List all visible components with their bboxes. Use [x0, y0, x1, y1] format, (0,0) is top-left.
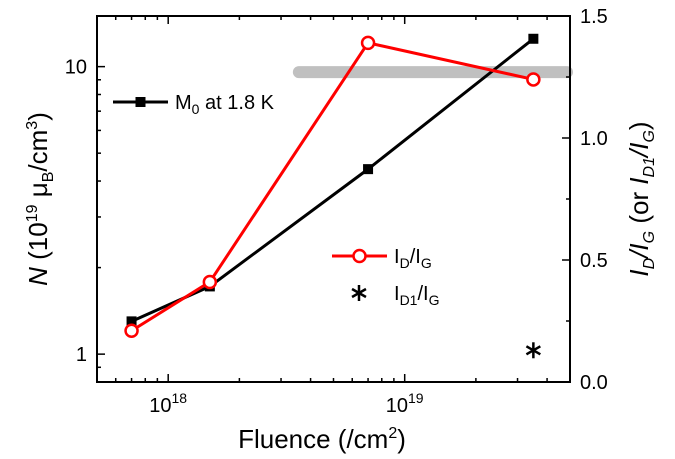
series-1-point-2: [360, 35, 376, 51]
series-2-point-0-stroke-2: [525, 345, 541, 356]
y-right-tick-label-0: 0.0: [580, 372, 608, 394]
y-left-tick-label-1: 10: [65, 57, 87, 79]
y-right-tick-label-1: 0.5: [580, 250, 608, 272]
legend-label-0: M0 at 1.8 K: [175, 92, 275, 117]
series-0-line: [130, 37, 535, 323]
series-0-point-0: [126, 316, 137, 327]
x-axis-label: Fluence (/cm2): [238, 424, 406, 454]
legend-layer: M0 at 1.8 K ID/IG ID1/IG: [113, 92, 439, 308]
x-tick-label-1: 1019: [386, 390, 424, 417]
series-2-point-0: [525, 342, 541, 359]
x-tick-label-0: 1018: [149, 390, 187, 417]
series-0-point-3: [528, 33, 539, 44]
series-layer: [124, 33, 541, 359]
tick-layer: 1018 1019 1 10 0.0 0.5 1.0 1.5: [65, 6, 608, 417]
y-right-tick-label-2: 1.0: [580, 128, 608, 150]
series-0-point-2: [363, 164, 374, 175]
series-1-line: [130, 41, 534, 333]
legend-label-1: ID/IG: [394, 246, 432, 271]
series-1-point-1: [202, 274, 218, 290]
series-1-point-0: [124, 323, 139, 339]
legend-marker-2: [351, 285, 367, 301]
legend-marker-2-stroke-2: [351, 287, 367, 299]
legend-marker-1: [352, 248, 367, 264]
y-left-tick-label-0: 1: [76, 344, 87, 366]
y-right-tick-label-3: 1.5: [580, 6, 608, 28]
legend-label-2: ID1/IG: [394, 283, 439, 308]
legend-marker-0: [135, 97, 146, 107]
right-y-axis-label: ID/IG (or ID1/IG): [624, 121, 658, 276]
series-1-point-3: [526, 72, 541, 87]
left-y-axis-label: N (1019 μB/cm3): [23, 112, 57, 286]
